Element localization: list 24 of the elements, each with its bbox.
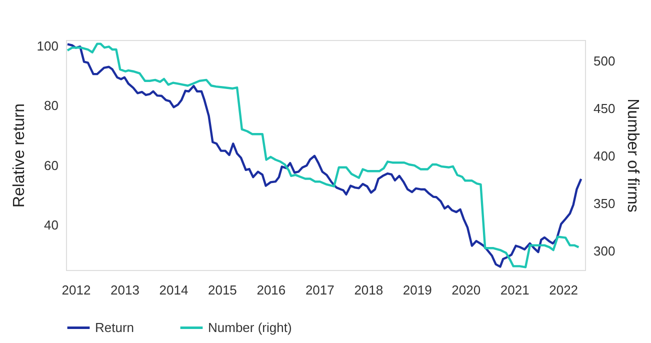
legend-label: Return xyxy=(95,320,134,335)
y2-tick-label: 500 xyxy=(594,53,616,68)
y2-tick-label: 400 xyxy=(594,148,616,164)
y2-tick-label: 300 xyxy=(594,243,616,258)
y-tick-label: 100 xyxy=(36,38,58,54)
x-tick-label: 2018 xyxy=(354,282,384,298)
y-axis-title: Relative return xyxy=(10,103,28,208)
x-tick-label: 2015 xyxy=(208,282,237,298)
x-tick-label: 2022 xyxy=(549,282,578,298)
legend-label: Number (right) xyxy=(208,320,292,335)
y2-axis-title: Number of firms xyxy=(624,98,642,212)
y2-tick-label: 350 xyxy=(594,196,616,211)
x-tick-label: 2012 xyxy=(62,282,91,298)
x-tick-label: 2017 xyxy=(305,282,334,298)
x-tick-label: 2013 xyxy=(110,282,140,298)
y-tick-label: 40 xyxy=(44,218,58,233)
x-tick-label: 2016 xyxy=(256,282,286,298)
y-tick-label: 60 xyxy=(44,158,58,173)
x-tick-label: 2021 xyxy=(500,282,530,298)
y2-tick-label: 450 xyxy=(594,100,616,116)
x-tick-label: 2014 xyxy=(159,282,188,298)
x-tick-label: 2019 xyxy=(402,282,432,298)
x-tick-label: 2020 xyxy=(452,282,481,298)
y-tick-label: 80 xyxy=(44,98,58,114)
